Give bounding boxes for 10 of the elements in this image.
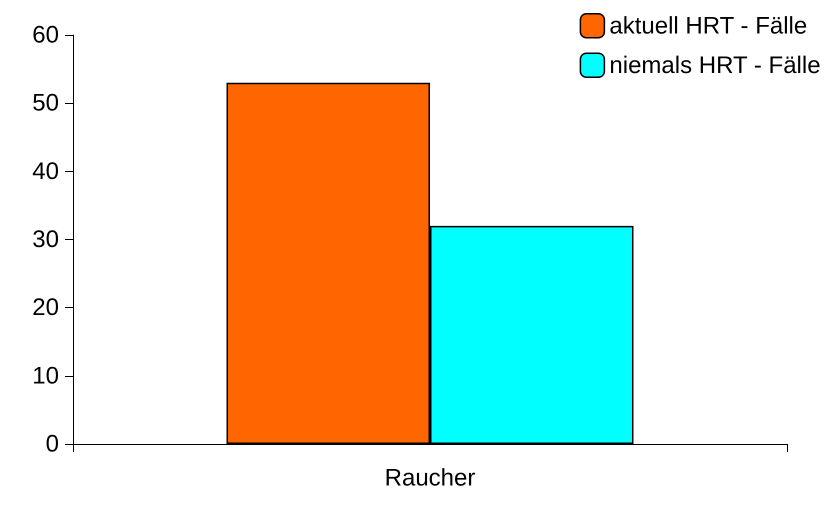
y-tick-label: 0	[46, 430, 59, 458]
y-tick-label: 60	[32, 22, 59, 48]
legend-label: niemals HRT - Fälle	[609, 52, 821, 79]
y-tick-label: 10	[32, 362, 59, 390]
y-tick-label: 50	[32, 90, 59, 117]
x-tick-label: Raucher	[384, 464, 476, 492]
y-tick-label: 30	[32, 226, 59, 253]
y-tick-label: 20	[32, 294, 59, 322]
y-tick-label: 40	[32, 158, 59, 185]
legend-label: aktuell HRT - Fälle	[609, 12, 808, 40]
